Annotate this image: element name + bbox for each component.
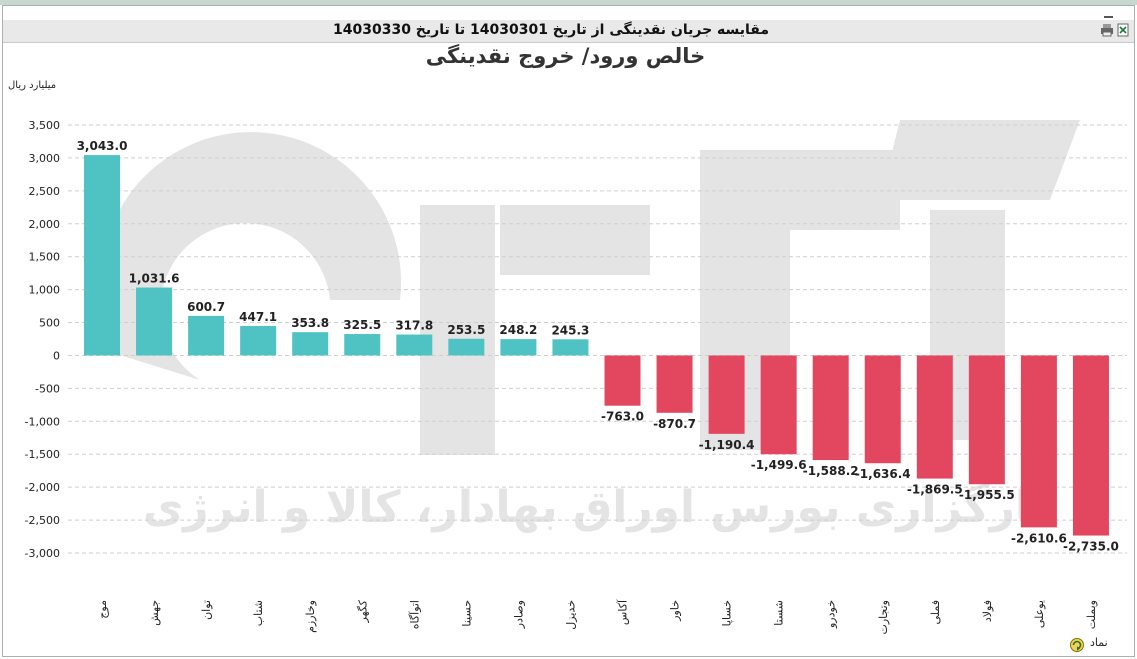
bar[interactable]: [1020, 355, 1057, 528]
y-tick-label: -2,500: [25, 514, 60, 527]
x-tick-label: توان: [200, 600, 213, 620]
x-axis-label: نماد: [1090, 636, 1108, 649]
data-label: 253.5: [447, 323, 485, 337]
bar[interactable]: [760, 355, 797, 455]
bar[interactable]: [188, 315, 225, 356]
x-tick-label: جهش: [148, 600, 161, 626]
y-tick-label: -1,500: [25, 448, 60, 461]
y-tick-label: -500: [35, 382, 60, 395]
bar[interactable]: [344, 334, 381, 356]
y-tick-label: 3,500: [29, 119, 61, 132]
window-title: مقایسه جریان نقدینگی از تاریخ 14030301 ت…: [333, 22, 770, 38]
data-label: -1,588.2: [803, 464, 859, 478]
y-tick-label: 1,000: [29, 284, 61, 297]
y-tick-label: -3,000: [25, 547, 60, 560]
x-tick-label: فولاد: [981, 600, 994, 622]
watermark-text: کارگزاری بورس اوراق بهادار، کالا و انرژی: [143, 481, 1057, 533]
x-tick-label: شتاب: [252, 600, 265, 626]
x-tick-label: موج: [96, 600, 109, 619]
data-label: 325.5: [343, 318, 381, 332]
data-label: -763.0: [601, 410, 644, 424]
bar[interactable]: [84, 155, 120, 356]
y-tick-label: 500: [39, 317, 60, 330]
x-tick-label: یوعلی: [1033, 600, 1046, 628]
bar[interactable]: [396, 334, 433, 356]
bar[interactable]: [916, 355, 953, 479]
y-tick-label: -1,000: [25, 415, 60, 428]
data-label: 600.7: [187, 300, 225, 314]
data-label: -1,190.4: [699, 438, 755, 452]
minimize-icon[interactable]: [1102, 10, 1116, 20]
bar[interactable]: [656, 355, 693, 413]
y-tick-label: 3,000: [29, 152, 61, 165]
bar[interactable]: [552, 339, 589, 356]
bar[interactable]: [240, 326, 277, 356]
x-tick-label: حسینا: [460, 600, 473, 627]
bar[interactable]: [604, 355, 641, 406]
data-label: -1,499.6: [751, 458, 807, 472]
print-icon[interactable]: [1100, 23, 1114, 37]
y-tick-label: 2,500: [29, 185, 61, 198]
chart-title: خالص ورود/ خروج نقدینگی: [425, 44, 706, 68]
bar[interactable]: [448, 338, 485, 356]
y-tick-label: 0: [53, 349, 60, 362]
x-tick-label: وبملت: [1085, 600, 1098, 629]
data-label: -870.7: [653, 417, 696, 431]
data-label: -1,955.5: [959, 488, 1015, 502]
bar[interactable]: [864, 355, 901, 464]
top-strip: [0, 0, 1137, 5]
x-tick-label: کگهر: [356, 599, 369, 623]
y-tick-label: 1,500: [29, 251, 61, 264]
x-tick-label: وصادر: [512, 600, 525, 629]
x-tick-label: شستا: [773, 600, 786, 626]
bar[interactable]: [812, 355, 849, 461]
data-label: 353.8: [291, 316, 329, 330]
x-tick-label: آکاس: [616, 599, 630, 625]
y-tick-label: 2,000: [29, 218, 61, 231]
data-label: -1,636.4: [855, 467, 911, 481]
bar[interactable]: [136, 287, 173, 356]
x-tick-label: خاور: [669, 600, 682, 622]
x-tick-label: خودرو: [825, 600, 838, 629]
export-excel-icon[interactable]: [1116, 23, 1130, 37]
data-label: 317.8: [395, 319, 433, 333]
data-label: 1,031.6: [129, 272, 180, 286]
data-label: 245.3: [551, 323, 589, 337]
y-axis-unit: میلیارد ریال: [8, 80, 57, 91]
data-label: -1,869.5: [907, 483, 963, 497]
x-tick-label: خساپا: [721, 600, 734, 626]
data-label: 3,043.0: [77, 139, 128, 153]
x-tick-label: فملی: [929, 600, 942, 624]
bar[interactable]: [708, 355, 745, 434]
bar[interactable]: [968, 355, 1005, 485]
x-tick-label: وتجارت: [877, 600, 890, 635]
y-tick-label: -2,000: [25, 481, 60, 494]
data-label: 447.1: [239, 310, 277, 324]
x-tick-label: اتوآگاه: [407, 600, 421, 629]
bar[interactable]: [292, 332, 329, 356]
x-tick-label: وخارزم: [304, 600, 317, 633]
data-label: -2,610.6: [1011, 531, 1067, 545]
window-title-bar: مقایسه جریان نقدینگی از تاریخ 14030301 ت…: [3, 20, 1134, 43]
refresh-icon[interactable]: [1069, 637, 1085, 653]
bar[interactable]: [1072, 355, 1109, 536]
data-label: 248.2: [499, 323, 537, 337]
bar[interactable]: [500, 339, 537, 356]
data-label: -2,735.0: [1063, 540, 1119, 554]
x-tick-label: خدیزل: [564, 600, 577, 630]
